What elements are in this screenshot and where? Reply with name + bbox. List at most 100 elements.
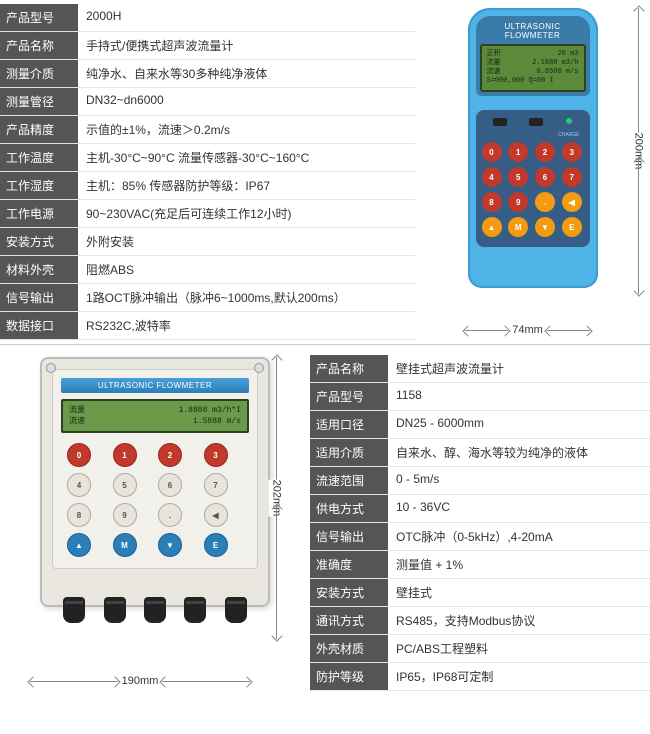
handheld-keypad: 0123456789.◀▲M▼E bbox=[482, 142, 584, 237]
handheld-device-figure: ULTRASONIC FLOWMETER 正积20 m3 流量2.1888 m3… bbox=[415, 0, 650, 344]
charge-label: CHARGE bbox=[482, 132, 584, 138]
spec-label: 产品型号 bbox=[0, 4, 78, 31]
spec-value: 阻燃ABS bbox=[78, 256, 415, 283]
lcd-label: 正积 bbox=[487, 50, 501, 59]
keypad-key: 3 bbox=[204, 443, 228, 467]
lcd-value: 20 m3 bbox=[557, 50, 578, 59]
spec-value: 纯净水、自来水等30多种纯净液体 bbox=[78, 60, 415, 87]
keypad-key: ▲ bbox=[67, 533, 91, 557]
lcd-label: 流量 bbox=[487, 59, 501, 68]
keypad-key: 8 bbox=[482, 192, 502, 212]
spec-row: 产品名称壁挂式超声波流量计 bbox=[310, 355, 650, 383]
keypad-key: . bbox=[158, 503, 182, 527]
spec-value: DN25 - 6000mm bbox=[388, 411, 650, 438]
keypad-key: 7 bbox=[562, 167, 582, 187]
keypad-key: 9 bbox=[508, 192, 528, 212]
spec-row: 适用介质自来水、醇、海水等较为纯净的液体 bbox=[310, 439, 650, 467]
spec-label: 产品名称 bbox=[310, 355, 388, 382]
spec-label: 外壳材质 bbox=[310, 635, 388, 662]
spec-label: 产品名称 bbox=[0, 32, 78, 59]
spec-value: 外附安装 bbox=[78, 228, 415, 255]
spec-label: 安装方式 bbox=[0, 228, 78, 255]
spec-label: 产品型号 bbox=[310, 383, 388, 410]
spec-value: 1路OCT脉冲输出（脉冲6~1000ms,默认200ms） bbox=[78, 284, 415, 311]
keypad-key: 3 bbox=[562, 142, 582, 162]
keypad-key: 9 bbox=[113, 503, 137, 527]
spec-label: 适用口径 bbox=[310, 411, 388, 438]
wallmount-device: ULTRASONIC FLOWMETER 流量1.8888 m3/h*I 流速1… bbox=[40, 357, 270, 607]
wallmount-spec-table: 产品名称壁挂式超声波流量计产品型号1158适用口径DN25 - 6000mm适用… bbox=[310, 351, 650, 695]
spec-row: 适用口径DN25 - 6000mm bbox=[310, 411, 650, 439]
keypad-key: 6 bbox=[158, 473, 182, 497]
spec-row: 供电方式10 - 36VC bbox=[310, 495, 650, 523]
keypad-key: . bbox=[535, 192, 555, 212]
keypad-key: 5 bbox=[113, 473, 137, 497]
spec-value: RS485，支持Modbus协议 bbox=[388, 607, 650, 634]
spec-row: 流速范围0 - 5m/s bbox=[310, 467, 650, 495]
spec-label: 防护等级 bbox=[310, 663, 388, 690]
keypad-key: ◀ bbox=[562, 192, 582, 212]
width-dimension: 190mm bbox=[30, 671, 250, 691]
spec-value: 0 - 5m/s bbox=[388, 467, 650, 494]
spec-label: 准确度 bbox=[310, 551, 388, 578]
keypad-key: 5 bbox=[508, 167, 528, 187]
spec-value: 2000H bbox=[78, 4, 415, 31]
keypad-key: 0 bbox=[67, 443, 91, 467]
spec-label: 供电方式 bbox=[310, 495, 388, 522]
keypad-key: 4 bbox=[67, 473, 91, 497]
keypad-key: ◀ bbox=[204, 503, 228, 527]
keypad-key: 1 bbox=[113, 443, 137, 467]
spec-label: 测量介质 bbox=[0, 60, 78, 87]
cable-glands bbox=[54, 597, 256, 623]
keypad-key: M bbox=[508, 217, 528, 237]
spec-label: 测量管径 bbox=[0, 88, 78, 115]
spec-row: 测量管径DN32~dn6000 bbox=[0, 88, 415, 116]
spec-value: RS232C,波特率 bbox=[78, 312, 415, 339]
spec-row: 测量介质纯净水、自来水等30多种纯净液体 bbox=[0, 60, 415, 88]
bottom-section: ULTRASONIC FLOWMETER 流量1.8888 m3/h*I 流速1… bbox=[0, 345, 650, 695]
spec-value: OTC脉冲（0-5kHz）,4-20mA bbox=[388, 523, 650, 550]
spec-row: 信号输出1路OCT脉冲输出（脉冲6~1000ms,默认200ms） bbox=[0, 284, 415, 312]
keypad-key: 2 bbox=[158, 443, 182, 467]
spec-row: 产品型号1158 bbox=[310, 383, 650, 411]
keypad-key: 2 bbox=[535, 142, 555, 162]
spec-value: 手持式/便携式超声波流量计 bbox=[78, 32, 415, 59]
wallmount-device-figure: ULTRASONIC FLOWMETER 流量1.8888 m3/h*I 流速1… bbox=[0, 351, 310, 695]
keypad-key: 7 bbox=[204, 473, 228, 497]
dimension-value: 74mm bbox=[508, 324, 547, 336]
lcd-status: S=000,000 Q=00 I bbox=[487, 77, 579, 86]
height-dimension: 202mm bbox=[262, 357, 290, 639]
handheld-spec-table: 产品型号2000H产品名称手持式/便携式超声波流量计测量介质纯净水、自来水等30… bbox=[0, 0, 415, 344]
lcd-label: 流速 bbox=[487, 68, 501, 77]
spec-row: 材料外壳阻燃ABS bbox=[0, 256, 415, 284]
top-section: 产品型号2000H产品名称手持式/便携式超声波流量计测量介质纯净水、自来水等30… bbox=[0, 0, 650, 345]
spec-value: PC/ABS工程塑料 bbox=[388, 635, 650, 662]
spec-label: 工作湿度 bbox=[0, 172, 78, 199]
wallmount-keypad: 0123456789.◀▲M▼E bbox=[61, 443, 249, 557]
spec-label: 适用介质 bbox=[310, 439, 388, 466]
keypad-key: ▼ bbox=[158, 533, 182, 557]
keypad-key: 4 bbox=[482, 167, 502, 187]
spec-label: 通讯方式 bbox=[310, 607, 388, 634]
spec-value: 90~230VAC(充足后可连续工作12小时) bbox=[78, 200, 415, 227]
keypad-key: 8 bbox=[67, 503, 91, 527]
spec-row: 信号输出OTC脉冲（0-5kHz）,4-20mA bbox=[310, 523, 650, 551]
spec-row: 准确度测量值 + 1% bbox=[310, 551, 650, 579]
spec-label: 数据接口 bbox=[0, 312, 78, 339]
spec-value: IP65，IP68可定制 bbox=[388, 663, 650, 690]
spec-value: 10 - 36VC bbox=[388, 495, 650, 522]
lcd-label: 流速 bbox=[69, 416, 85, 427]
lcd-label: 流量 bbox=[69, 405, 85, 416]
spec-row: 产品名称手持式/便携式超声波流量计 bbox=[0, 32, 415, 60]
device-title: ULTRASONIC FLOWMETER bbox=[480, 22, 586, 40]
spec-label: 工作电源 bbox=[0, 200, 78, 227]
spec-row: 通讯方式RS485，支持Modbus协议 bbox=[310, 607, 650, 635]
spec-row: 外壳材质PC/ABS工程塑料 bbox=[310, 635, 650, 663]
dimension-value: 190mm bbox=[118, 675, 163, 687]
keypad-key: 0 bbox=[482, 142, 502, 162]
lcd-value: 0.8500 m/s bbox=[536, 68, 578, 77]
keypad-key: ▲ bbox=[482, 217, 502, 237]
spec-row: 安装方式壁挂式 bbox=[310, 579, 650, 607]
keypad-key: E bbox=[204, 533, 228, 557]
spec-label: 工作温度 bbox=[0, 144, 78, 171]
